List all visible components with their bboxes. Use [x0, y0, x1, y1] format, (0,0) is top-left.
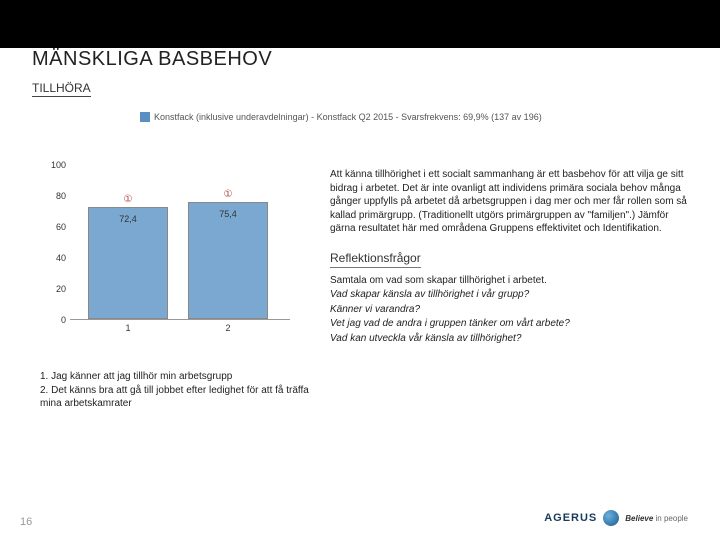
legend-text: Konstfack (inklusive underavdelningar) -…	[154, 112, 542, 122]
x-tick: 1	[88, 323, 168, 333]
logo-text: AGERUS	[544, 512, 597, 524]
legend-swatch	[140, 112, 150, 122]
reflect-item: Vad skapar känsla av tillhörighet i vår …	[330, 288, 690, 302]
reflect-heading: Reflektionsfrågor	[330, 250, 421, 268]
bar-value-label: 75,4	[189, 209, 267, 219]
bar-chart: 020406080100 72,4①175,4①2	[40, 165, 300, 345]
x-tick: 2	[188, 323, 268, 333]
logo-tagline: Believe in people	[625, 514, 688, 523]
footer-logo: AGERUS Believe in people	[544, 510, 688, 526]
y-tick: 40	[56, 253, 66, 263]
question-2: 2. Det känns bra att gå till jobbet efte…	[40, 384, 310, 411]
chart-plot: 72,4①175,4①2	[70, 165, 290, 320]
body-text-column: Att känna tillhörighet i ett socialt sam…	[330, 168, 690, 346]
chart-legend: Konstfack (inklusive underavdelningar) -…	[140, 112, 542, 122]
body-paragraph: Att känna tillhörighet i ett socialt sam…	[330, 168, 690, 236]
tagline-rest: in people	[653, 514, 688, 523]
reflect-item: Känner vi varandra?	[330, 303, 690, 317]
y-tick: 60	[56, 222, 66, 232]
tagline-bold: Believe	[625, 514, 653, 523]
reflect-item: Samtala om vad som skapar tillhörighet i…	[330, 274, 690, 288]
reflect-item: Vad kan utveckla vår känsla av tillhörig…	[330, 332, 690, 346]
reflect-item: Vet jag vad de andra i gruppen tänker om…	[330, 317, 690, 331]
bar: 72,4①	[88, 207, 168, 319]
reflect-list: Samtala om vad som skapar tillhörighet i…	[330, 274, 690, 346]
y-tick: 80	[56, 191, 66, 201]
top-black-bar	[0, 0, 720, 48]
y-tick: 100	[51, 160, 66, 170]
title-block: MÄNSKLIGA BASBEHOV TILLHÖRA	[32, 48, 688, 97]
bar-top-mark: ①	[89, 194, 167, 205]
bar: 75,4①	[188, 202, 268, 319]
bar-top-mark: ①	[189, 189, 267, 200]
page-title: MÄNSKLIGA BASBEHOV	[32, 48, 688, 71]
y-axis: 020406080100	[40, 165, 68, 320]
logo-globe-icon	[603, 510, 619, 526]
question-list: 1. Jag känner att jag tillhör min arbets…	[40, 370, 310, 411]
y-tick: 20	[56, 284, 66, 294]
page-number: 16	[20, 516, 32, 528]
question-1: 1. Jag känner att jag tillhör min arbets…	[40, 370, 310, 384]
y-tick: 0	[61, 315, 66, 325]
page-subtitle: TILLHÖRA	[32, 81, 91, 97]
bar-value-label: 72,4	[89, 214, 167, 224]
